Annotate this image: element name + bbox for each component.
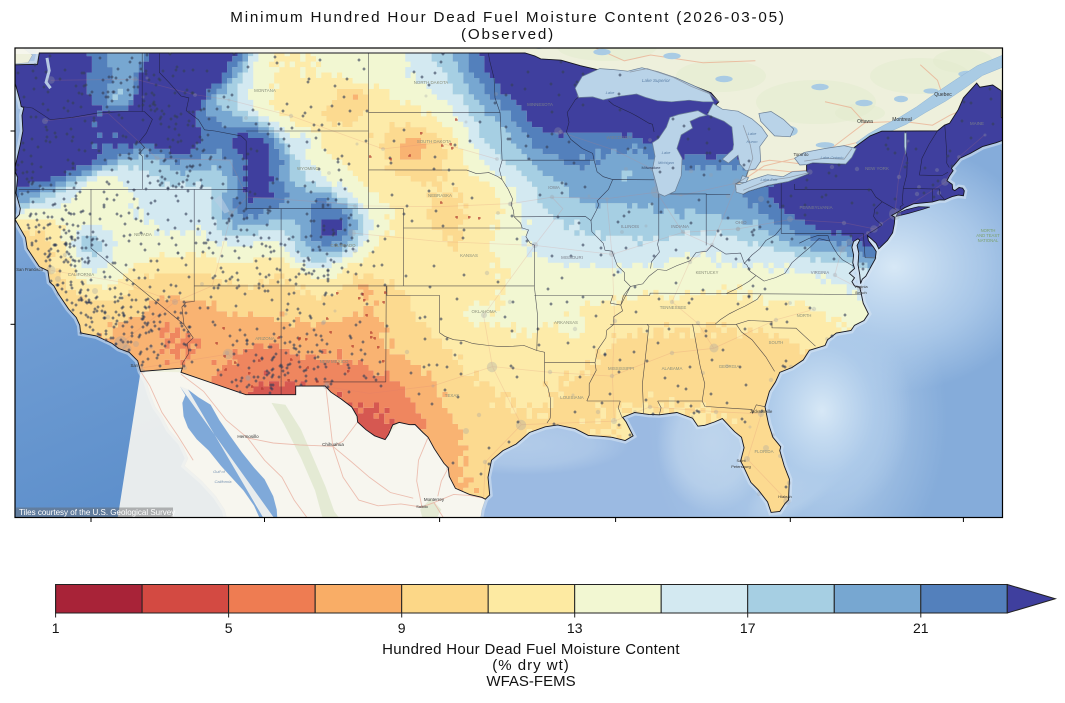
svg-text:21: 21 [913, 620, 929, 636]
svg-text:TENNESSEE: TENNESSEE [660, 305, 687, 310]
svg-text:ARKANSAS: ARKANSAS [554, 320, 578, 325]
svg-text:KANSAS: KANSAS [460, 253, 478, 258]
svg-text:NORTH DAKOTA: NORTH DAKOTA [414, 80, 449, 85]
svg-text:Michigan: Michigan [658, 160, 675, 165]
svg-text:MINNESOTA: MINNESOTA [527, 102, 553, 107]
svg-text:NEW MEXICO: NEW MEXICO [320, 359, 349, 364]
svg-text:Milwaukee: Milwaukee [642, 165, 662, 170]
svg-text:Minimum Hundred Hour Dead Fuel: Minimum Hundred Hour Dead Fuel Moisture … [230, 9, 785, 26]
svg-text:Saltillo: Saltillo [416, 504, 429, 509]
svg-text:OKLAHOMA: OKLAHOMA [472, 309, 497, 314]
svg-text:ILLINOIS: ILLINOIS [621, 224, 639, 229]
svg-text:TEXAS: TEXAS [445, 393, 459, 398]
svg-text:Ottawa: Ottawa [857, 119, 873, 125]
svg-text:California: California [215, 479, 233, 484]
svg-text:NEW YORK: NEW YORK [865, 166, 889, 171]
svg-text:Hundred Hour Dead Fuel Moistur: Hundred Hour Dead Fuel Moisture Content [382, 641, 680, 658]
svg-text:Lake Ontario: Lake Ontario [821, 155, 845, 160]
svg-text:NEVADA: NEVADA [134, 232, 152, 237]
svg-text:NORTH: NORTH [981, 228, 996, 233]
svg-text:Tiles courtesy of the U.S. Geo: Tiles courtesy of the U.S. Geological Su… [19, 508, 175, 517]
svg-text:Lake: Lake [606, 90, 615, 95]
svg-text:5: 5 [225, 620, 233, 636]
svg-text:Hermosillo: Hermosillo [237, 434, 259, 439]
svg-text:PENNSYLVANIA: PENNSYLVANIA [799, 205, 832, 210]
svg-text:Lake: Lake [748, 131, 757, 136]
svg-text:1: 1 [52, 620, 60, 636]
svg-text:LOUISIANA: LOUISIANA [560, 395, 583, 400]
svg-text:Huron: Huron [747, 139, 759, 144]
svg-text:INDIANA: INDIANA [671, 224, 689, 229]
svg-text:Gulf of: Gulf of [213, 469, 226, 474]
svg-text:MAINE: MAINE [970, 121, 984, 126]
svg-text:ARIZONA: ARIZONA [255, 336, 275, 341]
svg-text:ALABAMA: ALABAMA [662, 366, 683, 371]
svg-text:Quebec: Quebec [934, 92, 952, 98]
svg-text:WYOMING: WYOMING [297, 166, 320, 171]
svg-text:13: 13 [567, 620, 583, 636]
svg-text:17: 17 [740, 620, 756, 636]
svg-text:Jacksonville: Jacksonville [750, 409, 773, 414]
svg-text:San Francisco: San Francisco [16, 267, 43, 272]
svg-text:Hialeah: Hialeah [778, 494, 792, 499]
svg-text:NORTH: NORTH [797, 313, 812, 318]
svg-text:Lake Erie: Lake Erie [761, 177, 779, 182]
svg-text:KENTUCKY: KENTUCKY [696, 270, 719, 275]
svg-text:(Observed): (Observed) [461, 26, 555, 43]
svg-text:SOUTH DAKOTA: SOUTH DAKOTA [417, 139, 451, 144]
svg-text:9: 9 [398, 620, 406, 636]
svg-text:NEBRASKA: NEBRASKA [428, 193, 452, 198]
svg-text:IOWA: IOWA [548, 185, 560, 190]
svg-text:FLORIDA: FLORIDA [754, 449, 773, 454]
svg-text:Petersburg: Petersburg [731, 464, 751, 469]
svg-text:Saint: Saint [736, 458, 746, 463]
svg-text:Lake: Lake [662, 150, 671, 155]
svg-text:(% dry wt): (% dry wt) [492, 657, 570, 674]
svg-text:Chihuahua: Chihuahua [322, 442, 344, 447]
svg-text:CALIFORNIA: CALIFORNIA [68, 272, 94, 277]
svg-text:Monterrey: Monterrey [424, 497, 445, 502]
svg-text:Montreal: Montreal [892, 117, 911, 123]
svg-text:VIRGINIA: VIRGINIA [811, 270, 830, 275]
svg-text:Toronto: Toronto [793, 152, 809, 157]
svg-text:NATIONAL: NATIONAL [978, 238, 999, 243]
svg-text:COLORADO: COLORADO [330, 243, 356, 248]
svg-text:Lake Superior: Lake Superior [642, 78, 671, 83]
svg-text:MISSISSIPPI: MISSISSIPPI [608, 366, 634, 371]
svg-text:Virginia: Virginia [854, 284, 868, 289]
svg-text:San: San [131, 363, 139, 368]
svg-text:SOUTH: SOUTH [769, 340, 784, 345]
svg-text:MISSOURI: MISSOURI [561, 255, 583, 260]
svg-text:WISCONSIN: WISCONSIN [606, 135, 631, 140]
svg-text:OHIO: OHIO [735, 220, 747, 225]
svg-text:MONTANA: MONTANA [254, 88, 276, 93]
svg-text:WFAS-FEMS: WFAS-FEMS [486, 673, 575, 690]
svg-text:Beach: Beach [855, 290, 866, 295]
svg-text:GEORGIA: GEORGIA [719, 364, 740, 369]
svg-text:AND TEAST: AND TEAST [976, 233, 1000, 238]
